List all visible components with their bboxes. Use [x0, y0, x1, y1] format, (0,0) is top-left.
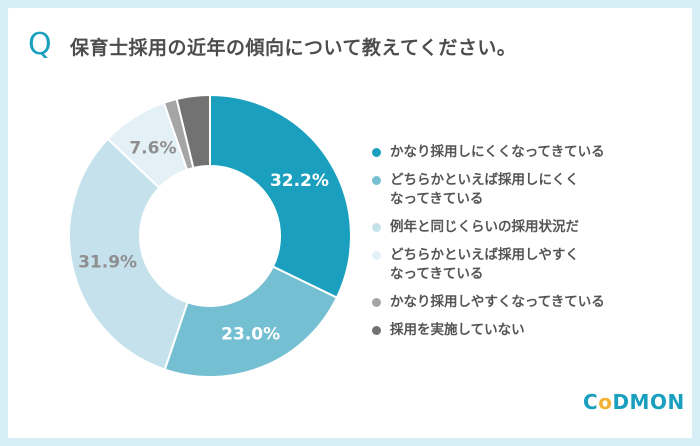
logo-suffix: DMON	[612, 390, 685, 414]
slice-label-1: 32.2%	[270, 171, 329, 191]
legend-label-6: 採用を実施していない	[390, 322, 525, 338]
slice-label-3: 31.9%	[78, 252, 137, 272]
question-mark: Q	[28, 27, 52, 62]
logo-prefix: C	[583, 390, 599, 414]
legend-label-1: かなり採用しにくくなってきている	[390, 144, 605, 160]
legend-item-6: 採用を実施していない	[372, 321, 632, 340]
legend-label-4: どちらかといえば採用しやすく なってきている	[390, 247, 579, 282]
legend-item-2: どちらかといえば採用しにくく なってきている	[372, 171, 632, 209]
slice-label-4: 7.6%	[129, 138, 176, 158]
legend-item-3: 例年と同じくらいの採用状況だ	[372, 218, 632, 237]
legend-label-3: 例年と同じくらいの採用状況だ	[390, 219, 579, 235]
legend-swatch-6	[372, 326, 381, 335]
legend-swatch-1	[372, 148, 381, 157]
legend-swatch-5	[372, 298, 381, 307]
legend-item-4: どちらかといえば採用しやすく なってきている	[372, 246, 632, 284]
legend-item-1: かなり採用しにくくなってきている	[372, 143, 632, 162]
slice-label-2: 23.0%	[221, 324, 280, 344]
donut-slice-6	[175, 93, 211, 170]
legend-swatch-2	[372, 176, 381, 185]
logo-accent: o	[598, 390, 613, 414]
chart-legend: かなり採用しにくくなってきているどちらかといえば採用しにくく なってきている例年…	[372, 143, 632, 349]
codmon-logo: CoDMON	[583, 390, 685, 414]
legend-label-2: どちらかといえば採用しにくく なってきている	[390, 172, 579, 207]
legend-swatch-3	[372, 223, 381, 232]
donut-slice-1	[209, 93, 352, 299]
legend-item-5: かなり採用しやすくなってきている	[372, 293, 632, 312]
donut-slice-2	[163, 265, 339, 378]
legend-label-5: かなり採用しやすくなってきている	[390, 294, 605, 310]
legend-swatch-4	[372, 251, 381, 260]
question-text: 保育士採用の近年の傾向について教えてください。	[70, 37, 517, 59]
donut-slice-3	[68, 137, 189, 371]
